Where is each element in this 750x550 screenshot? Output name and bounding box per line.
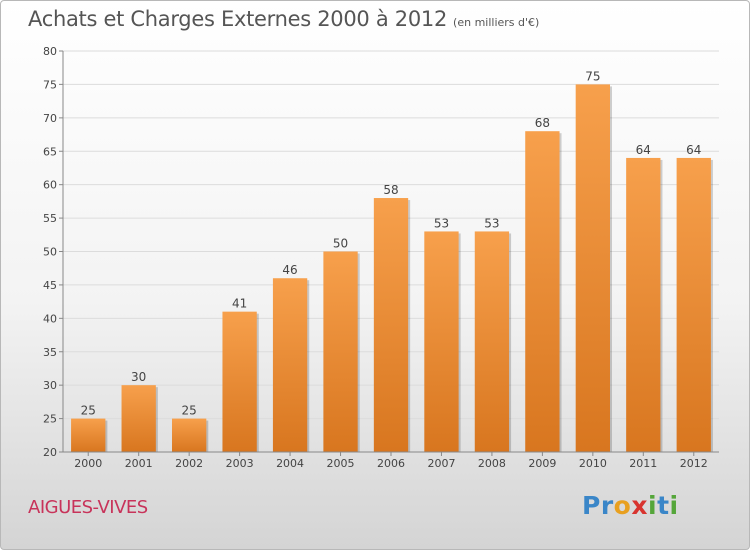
y-tick-label: 30 (43, 379, 57, 392)
data-label: 25 (81, 404, 96, 418)
y-tick-label: 20 (43, 446, 57, 459)
logo-letter: t (657, 491, 670, 520)
bar-2011 (626, 157, 661, 452)
chart-title: Achats et Charges Externes 2000 à 2012 (e… (28, 7, 539, 31)
proxiti-logo: Proxiti (582, 491, 679, 520)
data-label: 64 (686, 143, 701, 157)
x-tick-label: 2009 (528, 457, 556, 470)
x-tick-label: 2011 (629, 457, 657, 470)
bar-2005 (323, 251, 358, 452)
data-label: 75 (585, 69, 600, 83)
x-tick-label: 2000 (74, 457, 102, 470)
x-tick-label: 2004 (276, 457, 304, 470)
x-tick-label: 2012 (680, 457, 708, 470)
label-layer: 25 30 25 41 46 50 58 53 53 68 75 64 64 (81, 69, 702, 417)
y-tick-label: 25 (43, 413, 57, 426)
data-label: 58 (383, 183, 398, 197)
chart-subtitle: (en milliers d'€) (453, 16, 540, 29)
data-label: 50 (333, 237, 348, 251)
y-tick-label: 80 (43, 45, 57, 58)
data-label: 53 (484, 216, 499, 230)
bar-2001 (121, 385, 156, 452)
logo-letter: r (600, 491, 614, 520)
x-tick-label: 2007 (427, 457, 455, 470)
y-tick-label: 40 (43, 312, 57, 325)
logo-letter: i (669, 491, 679, 520)
data-label: 53 (434, 216, 449, 230)
data-label: 46 (282, 263, 297, 277)
data-label: 25 (182, 404, 197, 418)
y-tick-label: 50 (43, 246, 57, 259)
x-tick-label: 2001 (125, 457, 153, 470)
bar-2007 (424, 231, 459, 452)
x-tick-label: 2008 (478, 457, 506, 470)
chart-title-text: Achats et Charges Externes 2000 à 2012 (28, 7, 448, 31)
bar-2003 (222, 311, 257, 452)
y-tick-label: 45 (43, 279, 57, 292)
data-label: 30 (131, 370, 146, 384)
y-tick-label: 70 (43, 112, 57, 125)
data-label: 68 (535, 116, 550, 130)
data-label: 64 (636, 143, 651, 157)
bar-2008 (474, 231, 510, 452)
y-tick-label: 55 (43, 212, 57, 225)
x-tick-label: 2005 (327, 457, 355, 470)
bar-2006 (373, 198, 409, 452)
bar-2002 (171, 418, 207, 452)
y-tick-label: 60 (43, 179, 57, 192)
axis-layer: 20 25 30 35 40 45 50 55 60 65 70 75 80 2000 2001 2002 20… (43, 45, 719, 470)
bar-2010 (575, 84, 611, 453)
logo-letter: x (631, 491, 648, 520)
bar-layer (71, 84, 713, 453)
x-tick-label: 2002 (175, 457, 203, 470)
bar-2000 (71, 418, 106, 452)
x-tick-label: 2006 (377, 457, 405, 470)
y-tick-label: 35 (43, 346, 57, 359)
logo-letter: o (613, 491, 632, 520)
x-tick-label: 2010 (579, 457, 607, 470)
bar-2012 (676, 157, 711, 452)
bar-2004 (272, 278, 308, 452)
logo-letter: P (582, 491, 601, 520)
y-tick-label: 65 (43, 145, 57, 158)
location-name: AIGUES-VIVES (28, 497, 148, 518)
logo-letter: i (648, 491, 658, 520)
data-label: 41 (232, 297, 247, 311)
x-tick-label: 2003 (226, 457, 254, 470)
bar-2009 (525, 131, 560, 452)
y-tick-label: 75 (43, 78, 57, 91)
